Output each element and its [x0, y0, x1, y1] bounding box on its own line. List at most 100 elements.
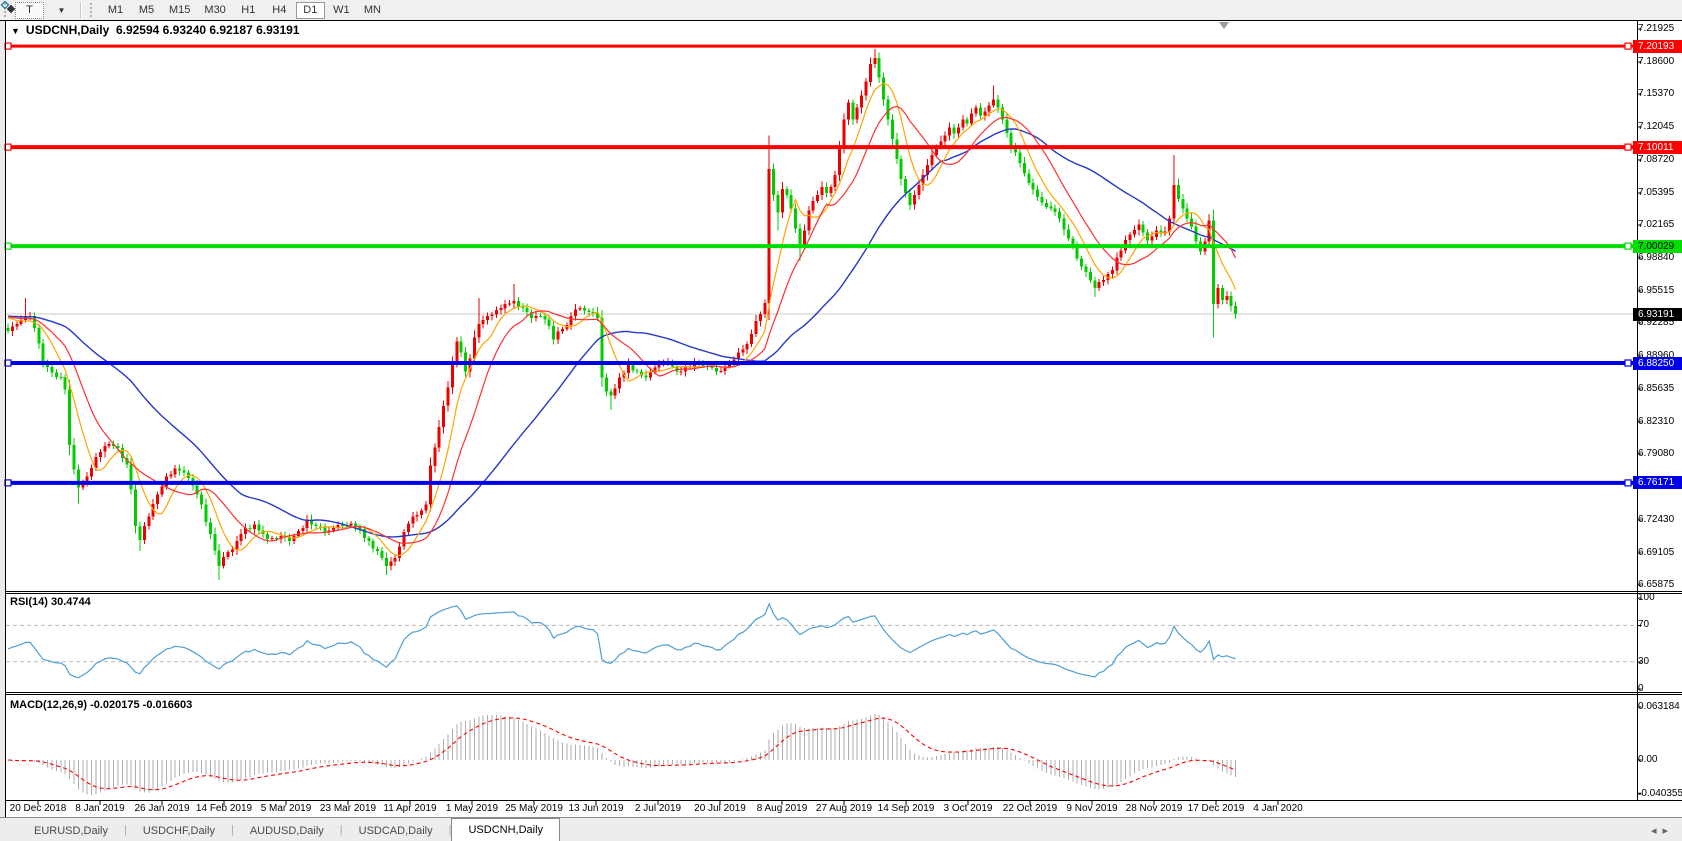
price-axis-label: 6.85635 [1638, 383, 1675, 394]
macd-axis-label: 0.063184 [1638, 701, 1680, 712]
date-label: 14 Sep 2019 [877, 803, 935, 814]
price-badge-support-2: 6.76171 [1633, 476, 1682, 489]
toolbar-grip[interactable] [4, 3, 11, 17]
ma-fast-orange [7, 82, 1237, 557]
tab-usdchf-daily[interactable]: USDCHF,Daily [142, 825, 215, 837]
date-label: 4 Jan 2020 [1253, 803, 1303, 814]
date-label: 26 Jan 2019 [134, 803, 190, 814]
date-label: 28 Nov 2019 [1125, 803, 1183, 814]
tab-usdcad-daily[interactable]: USDCAD,Daily [358, 825, 433, 837]
timeframe-button-h4[interactable]: H4 [272, 4, 287, 16]
price-badge-pivot-green: 7.00029 [1633, 240, 1682, 253]
toolbar-separator [80, 2, 82, 18]
price-axis-label: 7.15370 [1638, 88, 1675, 99]
date-label: 2 Jul 2019 [634, 803, 682, 814]
rsi-label: RSI(14) 30.4744 [10, 596, 91, 608]
line-handle [1624, 42, 1632, 50]
date-label: 27 Aug 2019 [815, 803, 873, 814]
chevron-down-icon[interactable]: ▼ [11, 26, 20, 36]
hline-pivot-green[interactable] [4, 242, 1638, 250]
macd-label: MACD(12,26,9) -0.020175 -0.016603 [10, 699, 193, 711]
chart-canvas[interactable] [0, 0, 1682, 818]
date-label: 20 Jul 2019 [694, 803, 746, 814]
tab-scroll-arrows[interactable]: ◂▸ [1650, 825, 1674, 837]
macd-histogram [7, 714, 1237, 795]
line-handle [1624, 359, 1632, 367]
hline-support-1[interactable] [4, 359, 1638, 367]
date-label: 20 Dec 2018 [9, 803, 67, 814]
date-label: 14 Feb 2019 [195, 803, 253, 814]
line-handle [1624, 242, 1632, 250]
price-badge-support-1: 6.88250 [1633, 357, 1682, 370]
macd-axis-label: -0.040355 [1638, 788, 1682, 799]
price-axis-label: 6.72430 [1638, 514, 1675, 525]
date-label: 11 Apr 2019 [383, 803, 437, 814]
tab-separator: | [448, 823, 452, 836]
date-label: 9 Nov 2019 [1066, 803, 1118, 814]
tab-separator: | [339, 823, 343, 836]
price-axis-label: 7.12045 [1638, 121, 1675, 132]
rsi-axis-label: 0 [1638, 683, 1644, 694]
text-tool-button[interactable]: T [15, 1, 44, 19]
tab-separator: | [230, 823, 234, 836]
tab-audusd-daily[interactable]: AUDUSD,Daily [249, 825, 324, 837]
date-label: 17 Dec 2019 [1187, 803, 1245, 814]
tab-separator: | [123, 823, 127, 836]
price-axis-label: 6.88960 [1638, 350, 1675, 361]
price-badge-current-price: 6.93191 [1633, 308, 1682, 321]
price-axis-label: 7.02165 [1638, 219, 1675, 230]
chart-shift-marker[interactable] [1219, 22, 1229, 29]
timeframe-button-mn[interactable]: MN [363, 4, 381, 16]
price-axis-label: 6.65875 [1638, 579, 1675, 590]
macd-signal-line [7, 717, 1236, 791]
pane-borders [5, 20, 1682, 817]
timeframe-button-m15[interactable]: M15 [169, 4, 191, 16]
date-label: 23 Mar 2019 [319, 803, 377, 814]
rsi-line [7, 602, 1236, 679]
axis-ticks [37, 28, 1642, 805]
date-label: 8 Jan 2019 [75, 803, 125, 814]
timeframe-button-h1[interactable]: H1 [241, 4, 256, 16]
tab-eurusd-daily[interactable]: EURUSD,Daily [34, 825, 108, 837]
price-axis-label: 6.92285 [1638, 317, 1675, 328]
hline-resistance-1[interactable] [4, 42, 1638, 50]
macd-axis-label: 0.00 [1638, 754, 1658, 765]
price-axis-label: 6.98840 [1638, 252, 1675, 263]
line-handle [1624, 143, 1632, 151]
price-axis-label: 7.08720 [1638, 154, 1675, 165]
ma-mid-red [7, 105, 1237, 544]
timeframe-group: M1 M5 M15 M30 H1 H4 D1 W1 MN [100, 1, 388, 19]
date-label: 3 Oct 2019 [943, 803, 993, 814]
price-axis-label: 7.18600 [1638, 56, 1675, 67]
date-label: 5 Mar 2019 [260, 803, 312, 814]
timeframe-button-m5[interactable]: M5 [138, 4, 155, 16]
rsi-axis-label: 30 [1638, 656, 1650, 667]
timeframe-button-m1[interactable]: M1 [107, 4, 124, 16]
price-axis-label: 6.95515 [1638, 285, 1675, 296]
price-axis-label: 6.82310 [1638, 416, 1675, 427]
chevron-down-icon[interactable]: ▼ [57, 5, 66, 15]
hline-support-2[interactable] [4, 479, 1638, 487]
date-label: 25 May 2019 [505, 803, 563, 814]
price-axis-label: 6.69105 [1638, 547, 1675, 558]
toolbar-grip-2[interactable] [90, 3, 97, 17]
line-handle [1624, 479, 1632, 487]
tab-usdcnh-daily[interactable]: USDCNH,Daily [451, 818, 561, 841]
timeframe-button-d1[interactable]: D1 [295, 1, 325, 19]
date-label: 22 Oct 2019 [1002, 803, 1058, 814]
styler-button[interactable]: ▼ [0, 0, 75, 19]
hline-resistance-2[interactable] [4, 143, 1638, 151]
price-axis-label: 7.05395 [1638, 187, 1675, 198]
rsi-axis-label: 70 [1638, 619, 1650, 630]
timeframe-button-m30[interactable]: M30 [204, 4, 226, 16]
price-badge-resistance-1: 7.20193 [1633, 40, 1682, 53]
chart-tab-bar: EURUSD,Daily | USDCHF,Daily | AUDUSD,Daily | U… [0, 817, 1682, 841]
timeframe-button-w1[interactable]: W1 [333, 4, 350, 16]
date-label: 1 May 2019 [445, 803, 499, 814]
date-label: 8 Aug 2019 [756, 803, 808, 814]
date-label: 13 Jun 2019 [568, 803, 624, 814]
price-badge-resistance-2: 7.10011 [1633, 141, 1682, 154]
price-axis-label: 7.21925 [1638, 23, 1675, 34]
rsi-axis-label: 100 [1638, 592, 1655, 603]
